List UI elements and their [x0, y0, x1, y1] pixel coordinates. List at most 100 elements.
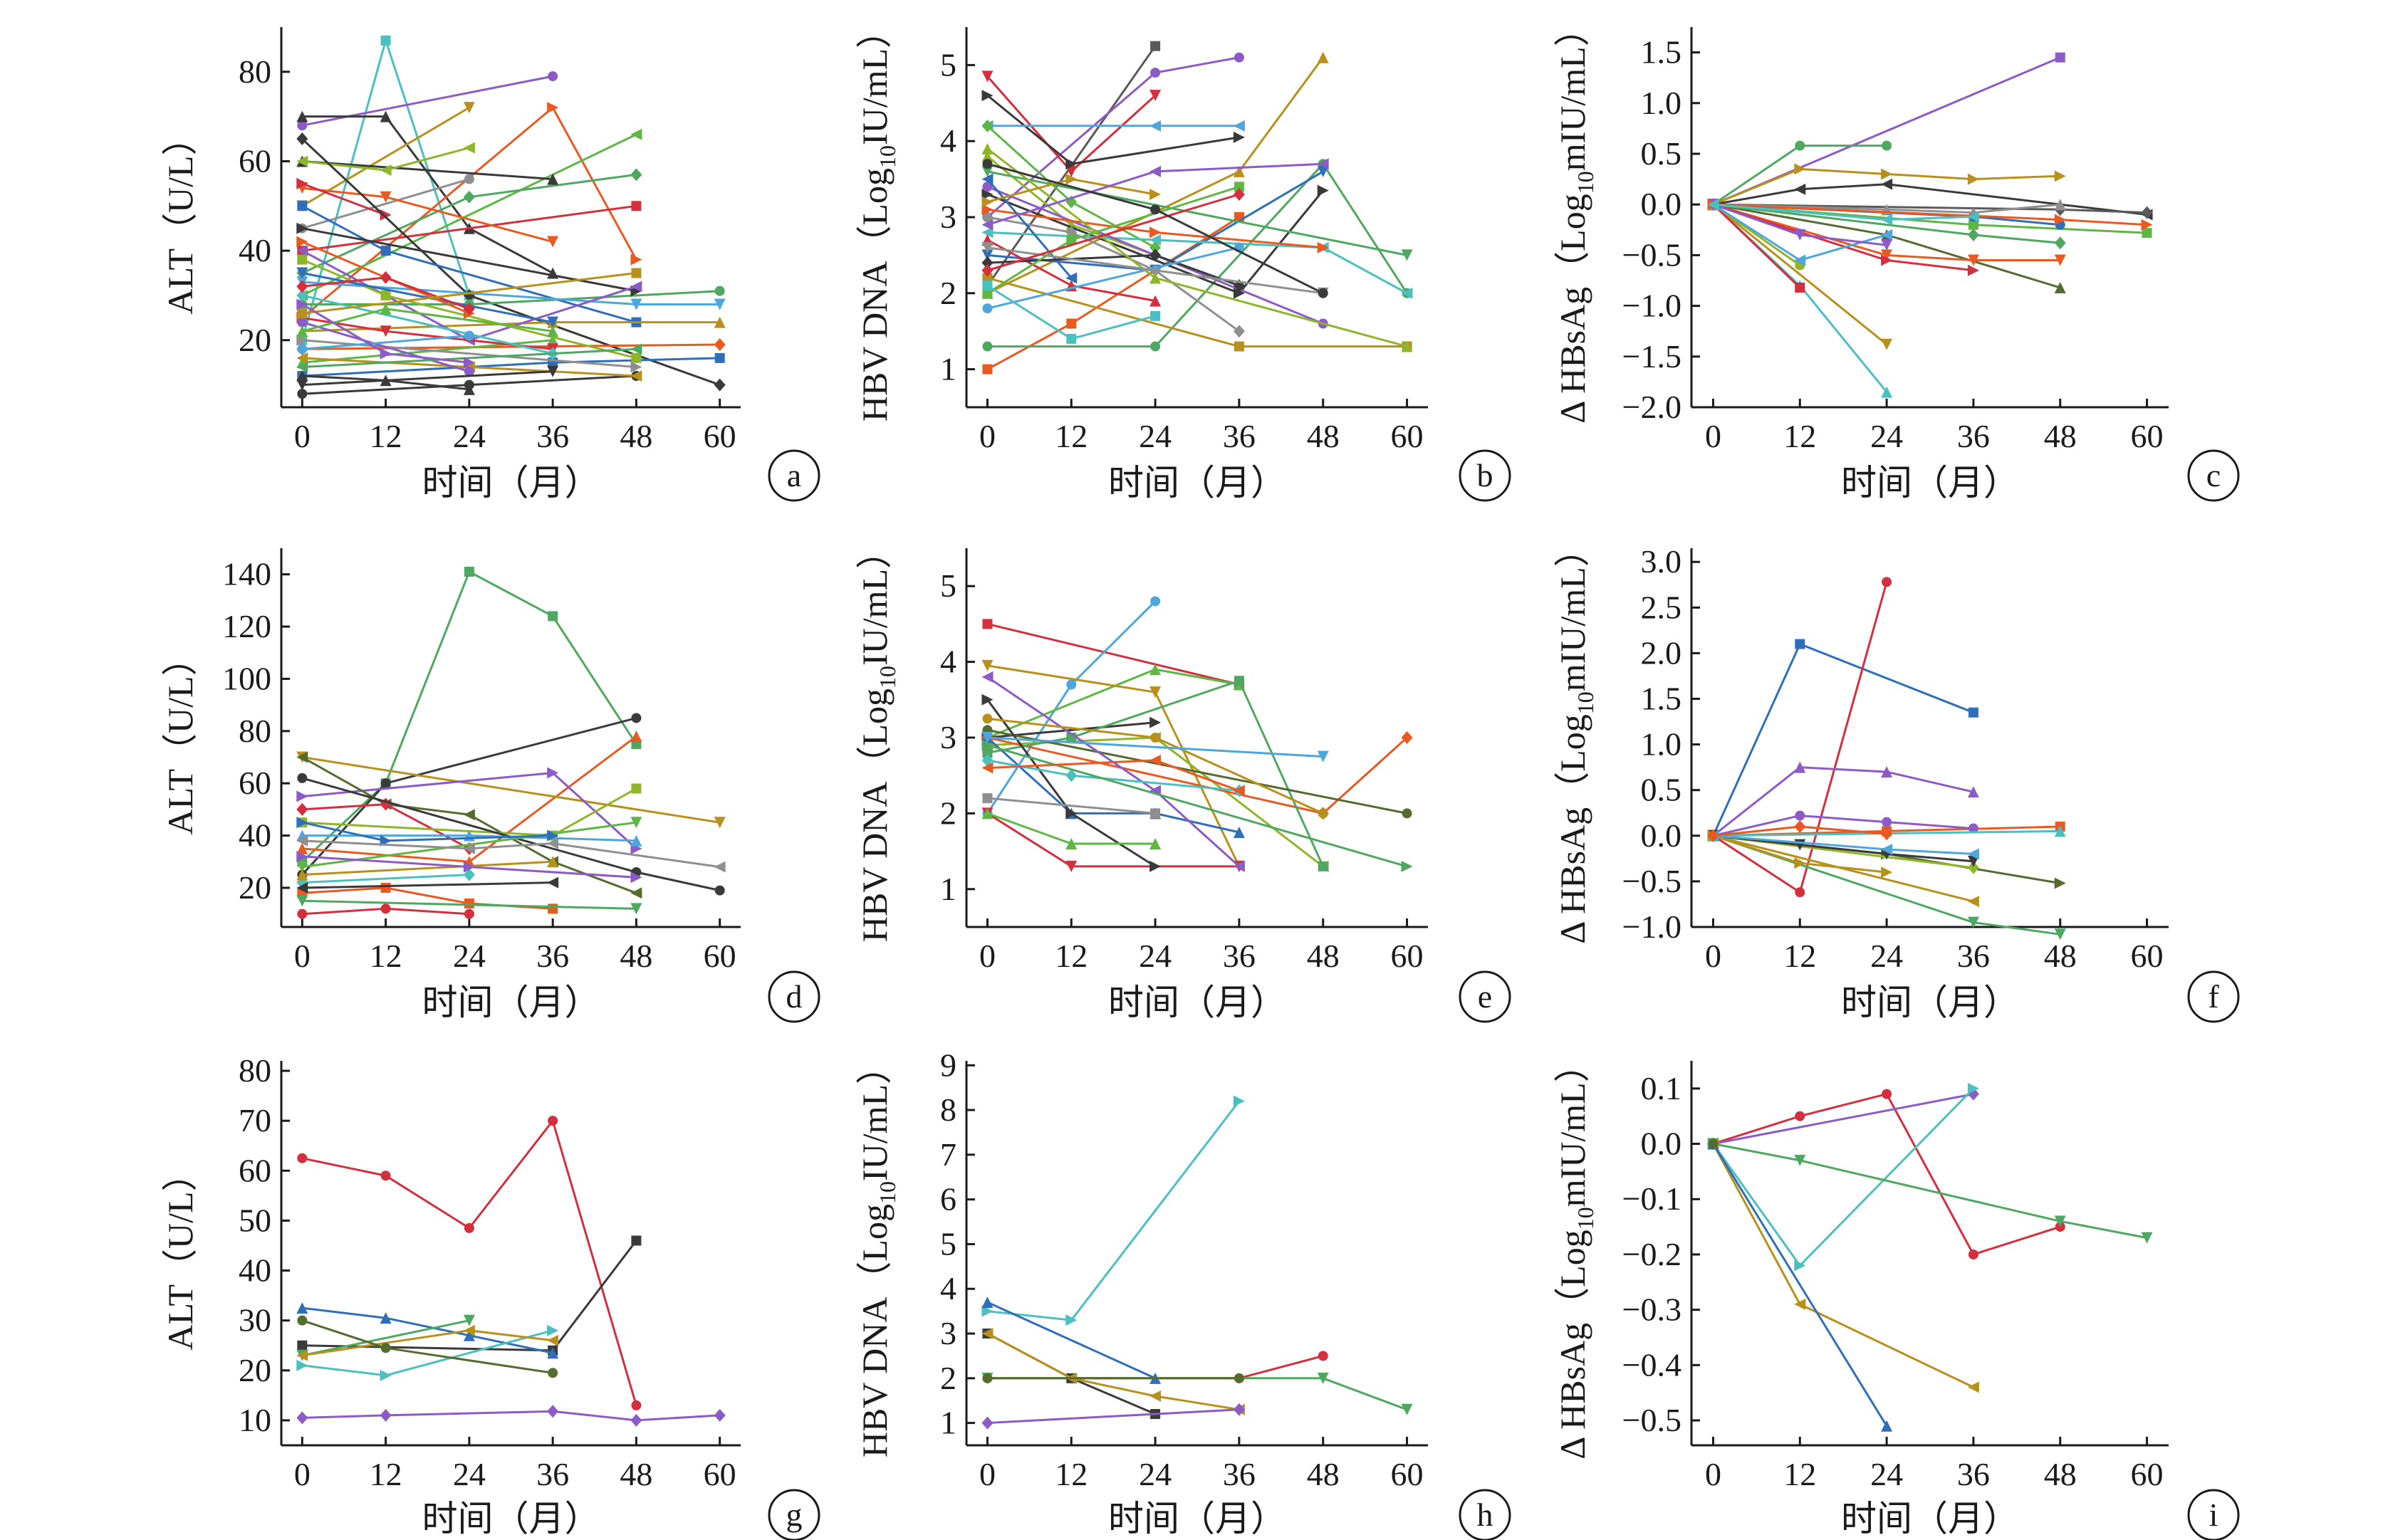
series-line: [981, 226, 1413, 299]
data-point: [1794, 254, 1806, 266]
data-point: [296, 850, 308, 862]
series-path: [302, 839, 720, 869]
series-path: [986, 1301, 1156, 1380]
y-tick-label: 2.0: [1641, 634, 1682, 671]
data-point: [1150, 341, 1161, 352]
data-point: [1968, 823, 1978, 834]
data-point: [548, 1116, 558, 1126]
series-line: [296, 834, 726, 873]
x-tick-label: 12: [370, 938, 402, 974]
series-line: [297, 254, 642, 363]
series-line: [297, 1315, 558, 1378]
data-point: [464, 174, 474, 184]
data-point: [1881, 168, 1893, 180]
x-tick-label: 12: [370, 418, 402, 454]
y-tick-label: 4: [940, 644, 956, 680]
data-point: [1149, 234, 1162, 246]
panel-label-circle: [2187, 449, 2240, 502]
series-path: [302, 335, 470, 350]
y-tick-label: 20: [239, 1352, 271, 1388]
data-point: [297, 254, 308, 265]
data-point: [380, 347, 392, 360]
data-point: [380, 35, 391, 46]
data-point: [1317, 750, 1329, 763]
series-line: [982, 793, 1161, 819]
data-point: [982, 273, 993, 283]
data-point: [1881, 239, 1893, 251]
x-axis-title: 时间（月）: [1841, 983, 2019, 1022]
series-path: [1713, 203, 2060, 214]
data-point: [1065, 860, 1078, 872]
x-tick-label: 60: [704, 418, 736, 454]
data-point: [463, 190, 475, 204]
data-point: [1794, 183, 1806, 195]
data-point: [2054, 1215, 2066, 1227]
data-point: [380, 1369, 392, 1381]
series-path: [302, 1329, 553, 1357]
data-point: [1967, 228, 1979, 241]
data-point: [982, 159, 993, 169]
data-point: [380, 778, 391, 789]
y-axis-title: HBV DNA（Log10IU/mL）: [855, 1049, 900, 1457]
series-line: [296, 365, 559, 391]
data-point: [380, 209, 392, 221]
series-line: [296, 271, 475, 315]
series-line: [982, 182, 1244, 298]
y-tick-label: 140: [222, 556, 271, 592]
data-point: [2054, 877, 2066, 889]
x-tick-label: 12: [1055, 1456, 1088, 1492]
data-point: [547, 1405, 559, 1418]
data-point: [297, 201, 308, 211]
x-tick-label: 0: [294, 938, 311, 974]
series-line: [981, 142, 1413, 352]
y-tick-label: −0.3: [1622, 1292, 1681, 1328]
data-point: [1066, 318, 1077, 329]
series-line: [981, 693, 1162, 872]
y-tick-label: 1.0: [1641, 85, 1682, 121]
x-tick-label: 36: [1957, 418, 1990, 454]
y-axis-title: Δ HBsAg（Log10mIU/mL）: [1553, 11, 1598, 423]
y-tick-label: 7: [940, 1136, 956, 1173]
series-path: [1713, 1143, 2147, 1240]
y-tick-label: 1.0: [1641, 726, 1682, 763]
data-point: [1149, 716, 1162, 728]
data-point: [380, 903, 391, 914]
data-point: [1968, 707, 1978, 718]
data-point: [296, 1359, 308, 1371]
y-tick-label: 1.5: [1641, 34, 1682, 70]
data-point: [1317, 241, 1329, 253]
data-point: [981, 219, 994, 231]
data-point: [296, 236, 308, 248]
series-line: [296, 338, 726, 356]
data-point: [714, 378, 726, 392]
y-axis-title: ALT（U/L）: [160, 120, 200, 314]
x-tick-label: 0: [1705, 418, 1721, 454]
data-point: [297, 120, 308, 131]
series-path: [987, 1377, 1408, 1411]
series-line: [981, 1297, 1162, 1384]
series-line: [981, 754, 1245, 797]
data-point: [981, 1328, 994, 1340]
data-point: [1233, 165, 1245, 177]
data-point: [630, 128, 642, 140]
x-tick-label: 12: [1783, 938, 1816, 974]
series-path: [302, 160, 553, 181]
data-point: [1707, 829, 1719, 842]
x-tick-label: 36: [1223, 938, 1256, 974]
data-point: [296, 325, 308, 337]
data-point: [2054, 928, 2066, 941]
data-point: [1881, 827, 1893, 841]
series-line: [1708, 140, 1892, 210]
data-point: [1149, 188, 1162, 200]
data-point: [297, 308, 308, 319]
data-point: [630, 361, 642, 373]
series-line: [981, 70, 1162, 177]
data-point: [464, 366, 474, 377]
data-point: [2054, 281, 2066, 293]
series-line: [981, 90, 1245, 170]
data-point: [380, 246, 391, 256]
data-point: [463, 809, 475, 821]
y-tick-label: 2: [940, 275, 956, 311]
series-line: [981, 119, 1162, 254]
y-axis-title: HBV DNA（Log10IU/mL）: [855, 13, 900, 421]
